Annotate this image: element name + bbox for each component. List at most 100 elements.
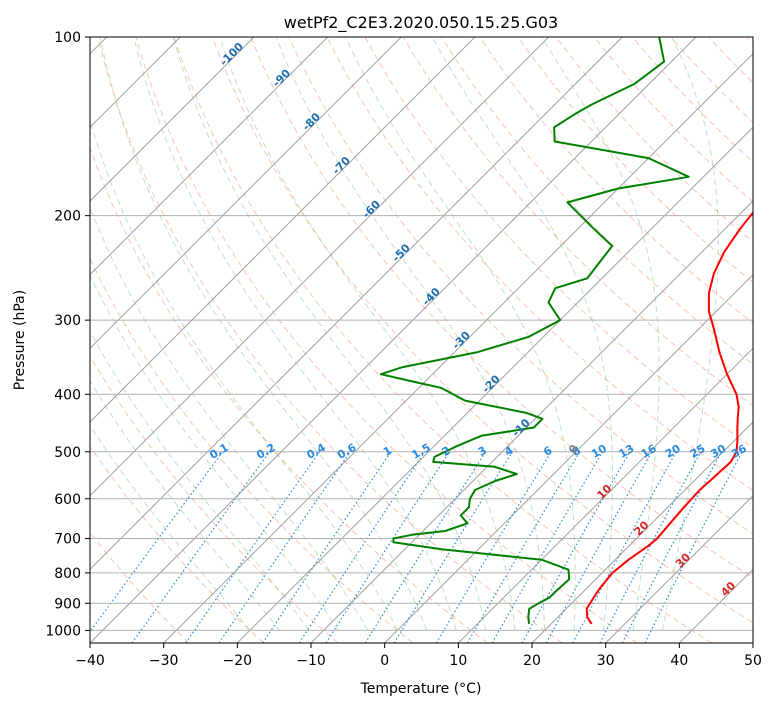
dry-adiabat bbox=[631, 37, 753, 163]
dry-adiabat bbox=[555, 37, 753, 243]
mixing-ratio-line bbox=[90, 451, 224, 633]
y-tick-label: 200 bbox=[54, 209, 81, 225]
moist-adiabat bbox=[661, 37, 719, 631]
isotherm-label: -30 bbox=[450, 329, 473, 352]
x-tick-label: 50 bbox=[744, 653, 762, 669]
dry-adiabat bbox=[288, 37, 753, 535]
y-tick-label: 500 bbox=[54, 445, 81, 461]
skew-labels: 0.1 0.2 0.4 0.6 1 1.5 2 3 4 6 8 10 13 16 20 25 30 36-100-… bbox=[207, 40, 749, 599]
mixing-ratio-label: 30 bbox=[708, 442, 728, 461]
dry-adiabat bbox=[250, 37, 753, 579]
mixing-ratio-line bbox=[131, 451, 271, 643]
y-tick-label: 600 bbox=[54, 492, 81, 508]
mixing-ratio-label: 6 bbox=[541, 444, 554, 459]
dry-adiabat bbox=[670, 37, 753, 124]
mixing-ratio-label: 0.4 bbox=[304, 441, 328, 462]
sounding-profiles bbox=[379, 37, 753, 625]
isotherm-line bbox=[384, 273, 753, 643]
dry-adiabat bbox=[90, 355, 339, 643]
moist-adiabat bbox=[344, 37, 576, 631]
mixing-ratio-line bbox=[298, 451, 426, 643]
dry-adiabat bbox=[90, 257, 414, 643]
moist-adiabat bbox=[90, 118, 398, 631]
isotherm-line bbox=[163, 52, 753, 643]
plot-frame bbox=[89, 36, 754, 644]
isotherm-label: 20 bbox=[632, 518, 652, 538]
dry-adiabat bbox=[517, 37, 753, 284]
mixing-ratio-label: 13 bbox=[617, 442, 637, 461]
x-tick-label: 30 bbox=[597, 653, 615, 669]
mixing-ratio-line bbox=[466, 451, 581, 643]
isotherm-line bbox=[605, 494, 753, 643]
mixing-ratio-line bbox=[364, 451, 487, 643]
isotherm-label: 40 bbox=[718, 579, 738, 599]
isotherm-line bbox=[90, 37, 255, 202]
mixing-ratio-label: 4 bbox=[502, 444, 515, 459]
mixing-ratio-label: 25 bbox=[688, 442, 708, 461]
moist-adiabat bbox=[99, 37, 428, 631]
isotherm-label: -10 bbox=[510, 416, 533, 439]
isotherm-label: 30 bbox=[673, 550, 693, 570]
mixing-ratio-line bbox=[262, 451, 392, 643]
isotherm-label: -50 bbox=[390, 241, 413, 264]
x-axis-ticks: −40 −30 −20 −10 0 10 20 30 40 50 bbox=[75, 643, 762, 669]
x-tick-label: 0 bbox=[380, 653, 389, 669]
mixing-ratio-label: 0.1 bbox=[207, 441, 230, 462]
mixing-ratio-line bbox=[521, 451, 631, 643]
dry-adiabat bbox=[440, 37, 753, 365]
isotherm-label: -70 bbox=[330, 154, 353, 177]
isotherm-label: -80 bbox=[300, 110, 323, 133]
moist-adiabat bbox=[90, 273, 339, 631]
isotherm-line bbox=[236, 126, 753, 643]
moist-adiabat bbox=[90, 424, 251, 631]
chart-title: wetPf2_C2E3.2020.050.15.25.G03 bbox=[284, 13, 558, 33]
dry-adiabat bbox=[708, 37, 753, 84]
y-tick-label: 900 bbox=[54, 596, 81, 612]
y-tick-label: 800 bbox=[54, 566, 81, 582]
y-tick-label: 300 bbox=[54, 313, 81, 329]
mixing-ratio-label: 0.6 bbox=[335, 441, 359, 462]
isotherm-label: -60 bbox=[360, 197, 383, 220]
moist-adiabat bbox=[90, 379, 280, 631]
moist-adiabat bbox=[541, 37, 660, 631]
moist-adiabat bbox=[90, 330, 310, 631]
mixing-ratio-label: 1.5 bbox=[410, 441, 433, 462]
y-tick-label: 400 bbox=[54, 387, 81, 403]
x-axis-label: Temperature (°C) bbox=[360, 681, 482, 697]
background-lines bbox=[90, 37, 753, 643]
mixing-ratio-line bbox=[435, 451, 552, 643]
isotherm-line bbox=[90, 37, 329, 276]
x-tick-label: 10 bbox=[449, 653, 467, 669]
isotherm-label: -20 bbox=[480, 372, 503, 395]
mixing-ratio-line bbox=[599, 451, 702, 643]
x-tick-label: 20 bbox=[523, 653, 541, 669]
isotherm-line bbox=[90, 37, 402, 350]
isotherm-line bbox=[531, 421, 753, 643]
pressure-gridlines bbox=[90, 37, 753, 631]
mixing-ratio-line bbox=[218, 451, 351, 643]
isotherm-line bbox=[678, 568, 753, 643]
mixing-ratio-line bbox=[185, 451, 321, 643]
moist-adiabat bbox=[90, 206, 369, 631]
temperature-profile bbox=[585, 211, 753, 625]
mixing-ratio-line bbox=[572, 451, 677, 643]
moist-adiabat bbox=[219, 37, 516, 631]
mixing-ratio-line bbox=[644, 451, 743, 643]
dry-adiabat bbox=[90, 445, 264, 643]
dry-adiabat bbox=[211, 37, 753, 624]
y-tick-label: 1000 bbox=[45, 623, 81, 639]
mixing-ratio-label: 16 bbox=[639, 442, 659, 461]
y-tick-label: 100 bbox=[54, 30, 81, 46]
x-tick-label: −40 bbox=[75, 653, 105, 669]
isotherm-line bbox=[310, 200, 753, 643]
y-tick-label: 700 bbox=[54, 532, 81, 548]
dry-adiabat bbox=[97, 37, 563, 643]
dry-adiabat bbox=[135, 37, 638, 643]
mixing-ratio-label: 10 bbox=[589, 442, 609, 461]
isotherm-line bbox=[90, 37, 697, 643]
dry-adiabat bbox=[746, 37, 753, 44]
x-tick-label: 40 bbox=[670, 653, 688, 669]
isotherm-label: -90 bbox=[270, 66, 293, 89]
x-tick-label: −10 bbox=[296, 653, 326, 669]
